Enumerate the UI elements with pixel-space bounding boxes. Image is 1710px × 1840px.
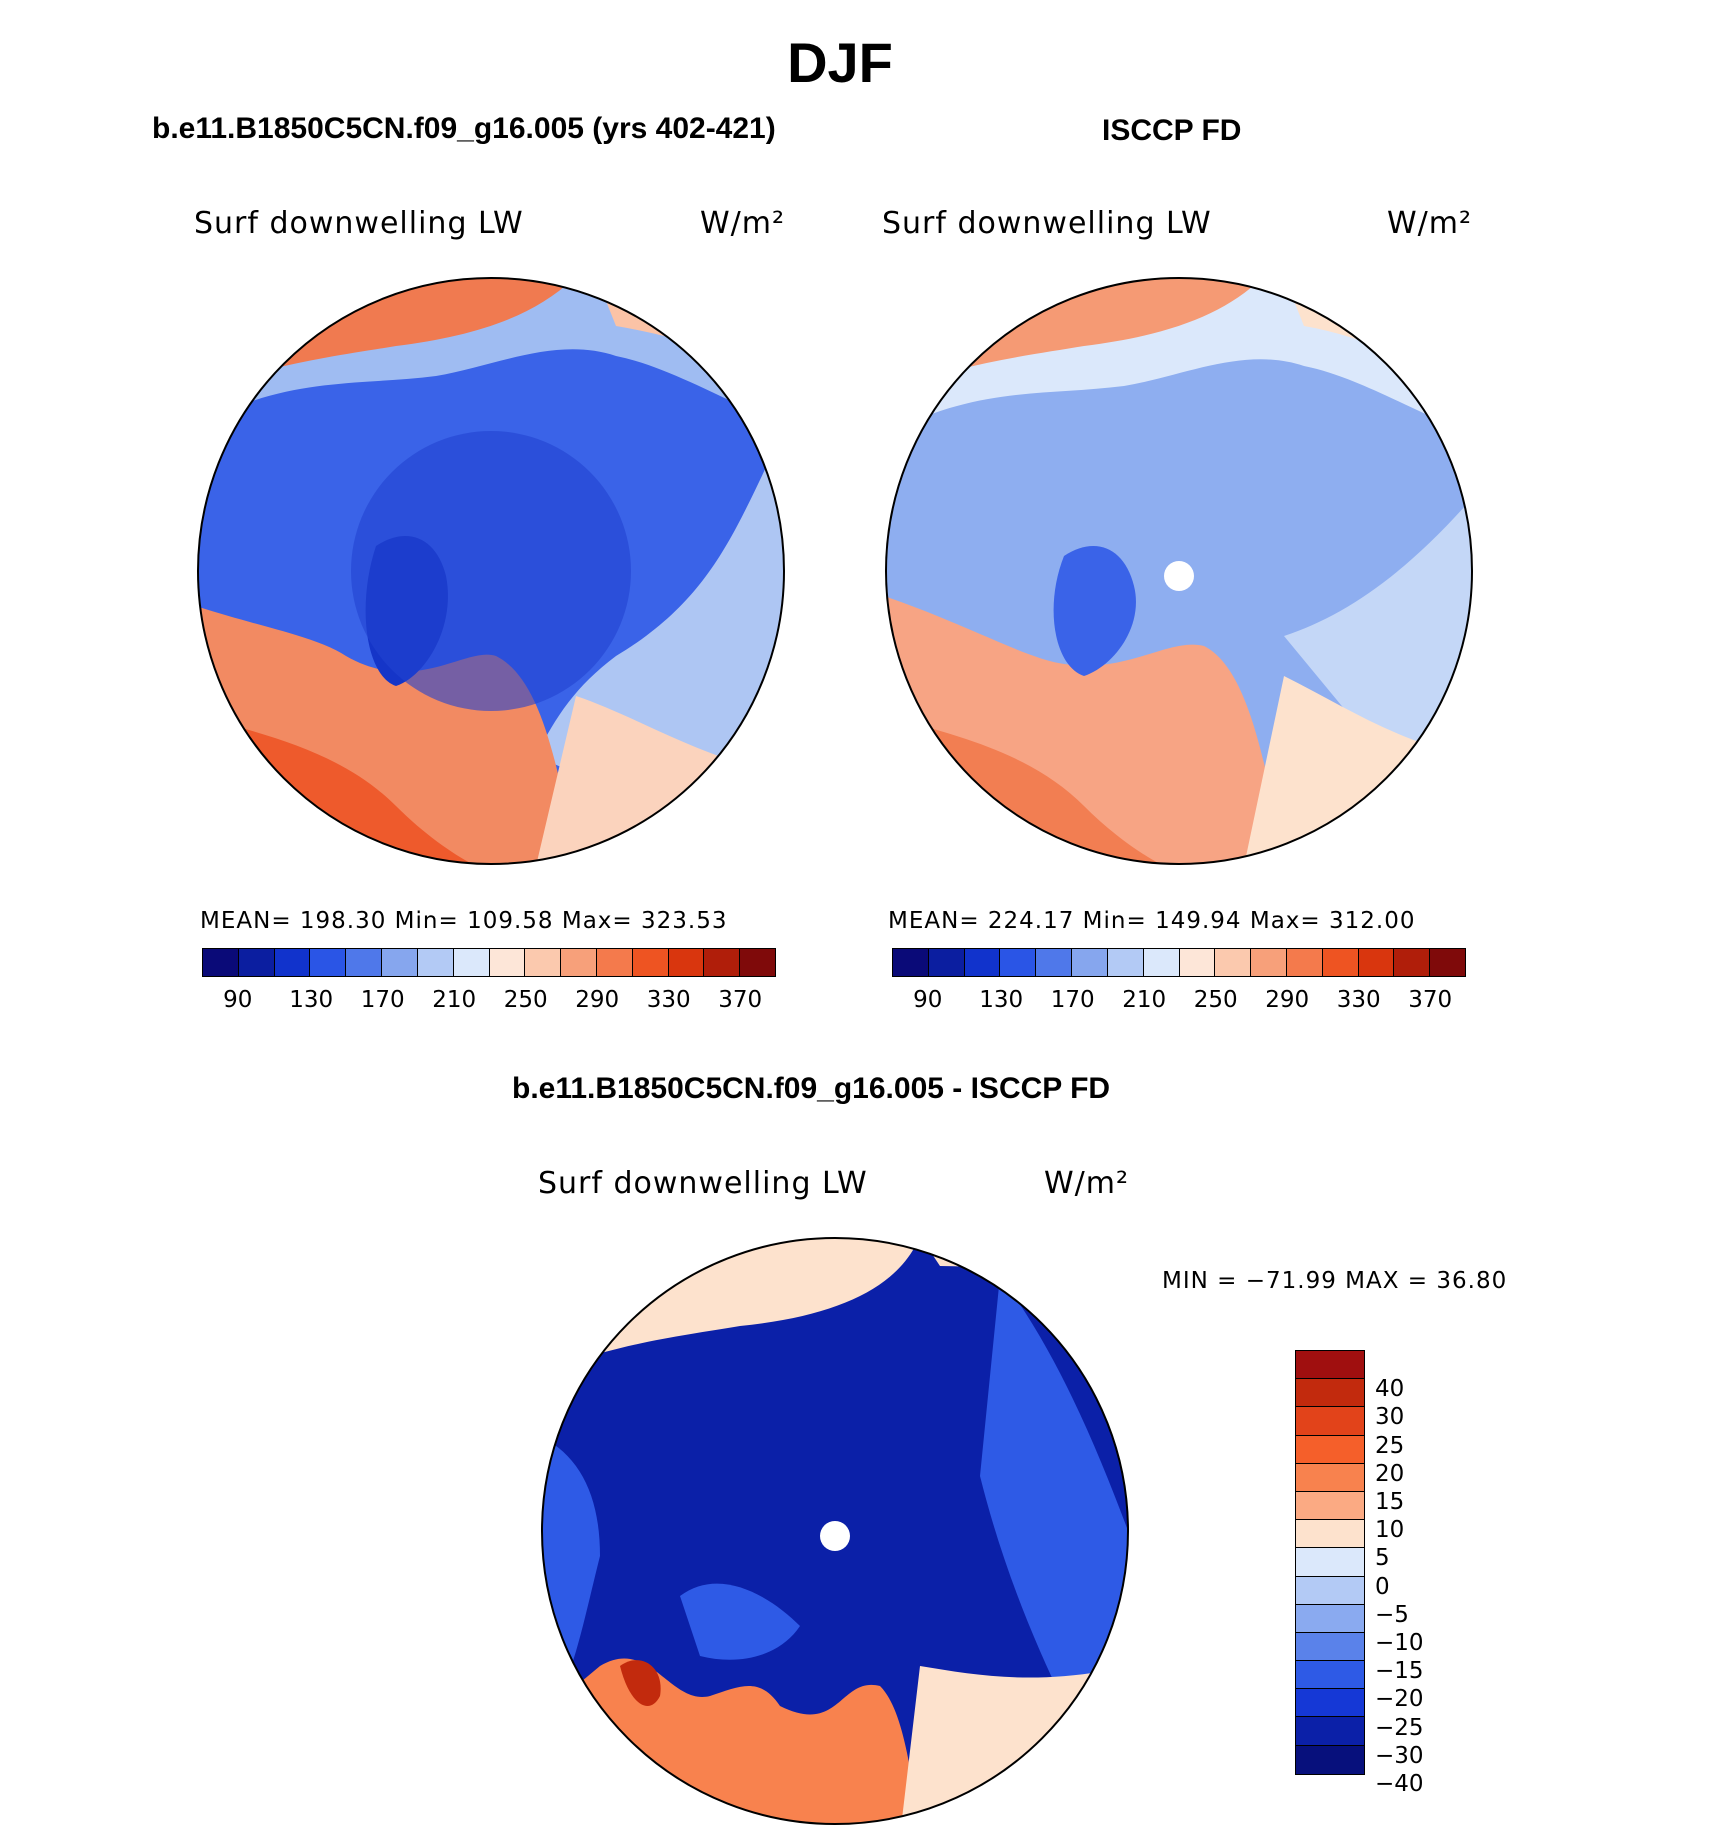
colorbar-tick-label: 250: [1193, 987, 1238, 1013]
colorbar-swatch: [1000, 949, 1037, 976]
colorbar-tick-label: 370: [718, 987, 763, 1013]
colorbar-swatch: [417, 949, 454, 976]
colorbar-tick-label: 170: [360, 987, 405, 1013]
left-stats: MEAN= 198.30 Min= 109.58 Max= 323.53: [200, 908, 728, 934]
colorbar-swatch: [1296, 1745, 1364, 1774]
colorbar-swatch: [1430, 949, 1465, 976]
colorbar-tick-label: 370: [1408, 987, 1453, 1013]
colorbar-tick-label: 90: [223, 987, 253, 1013]
colorbar-tick-label: −40: [1375, 1771, 1424, 1797]
colorbar-swatch: [740, 949, 775, 976]
left-panel-title: b.e11.B1850C5CN.f09_g16.005 (yrs 402-421…: [152, 112, 776, 145]
right-units-label: W/m²: [1387, 206, 1473, 241]
colorbar-tick-label: 130: [289, 987, 334, 1013]
colorbar-tick-label: 0: [1375, 1573, 1390, 1600]
colorbar-tick-label: −25: [1375, 1714, 1424, 1741]
colorbar-swatch: [1296, 1548, 1364, 1577]
colorbar-tick-label: −30: [1375, 1742, 1424, 1769]
colorbar-swatch: [1072, 949, 1108, 976]
right-panel-title: ISCCP FD: [1102, 114, 1242, 147]
colorbar-swatch: [1143, 949, 1180, 976]
colorbar-swatch: [1296, 1717, 1364, 1746]
colorbar-swatch: [1296, 1661, 1364, 1690]
colorbar-swatch: [1296, 1520, 1364, 1549]
colorbar-tick-label: 170: [1050, 987, 1095, 1013]
colorbar-tick-label: 250: [503, 987, 548, 1013]
colorbar-swatch: [525, 949, 562, 976]
colorbar-tick-label: −15: [1375, 1658, 1424, 1685]
colorbar-swatch: [1296, 1491, 1364, 1521]
colorbar-tick-label: 290: [575, 987, 620, 1013]
colorbar-swatch: [310, 949, 347, 976]
colorbar-swatch: [1296, 1689, 1364, 1718]
colorbar-swatch: [632, 949, 669, 976]
colorbar-tick-label: 20: [1375, 1460, 1405, 1487]
colorbar-swatch: [1296, 1435, 1364, 1464]
colorbar-swatch: [489, 949, 526, 976]
colorbar-swatch: [453, 949, 490, 976]
colorbar-swatch: [596, 949, 633, 976]
diff-polar-map: [541, 1237, 1129, 1825]
colorbar-swatch: [1296, 1351, 1364, 1380]
colorbar-swatch: [893, 949, 929, 976]
colorbar-swatch: [1296, 1604, 1364, 1633]
colorbar-tick-label: −20: [1375, 1686, 1424, 1713]
figure-title: DJF: [787, 31, 893, 94]
colorbar-tick-label: 10: [1375, 1517, 1405, 1544]
colorbar-swatch: [1036, 949, 1073, 976]
colorbar-tick-label: 130: [979, 987, 1024, 1013]
colorbar-tick-label: 40: [1375, 1376, 1405, 1403]
right-polar-map: [885, 277, 1473, 865]
colorbar-tick-label: 210: [1122, 987, 1167, 1013]
left-colorbar-labels: 90 130 170 210 250 290 330 370: [202, 987, 774, 1017]
colorbar-tick-label: −10: [1375, 1630, 1424, 1656]
colorbar-tick-label: 290: [1265, 987, 1310, 1013]
diff-stats: MIN = −71.99 MAX = 36.80: [1162, 1268, 1508, 1294]
colorbar-tick-label: 25: [1375, 1432, 1405, 1459]
left-polar-map: [197, 277, 785, 865]
colorbar-swatch: [238, 949, 275, 976]
colorbar-swatch: [1296, 1576, 1364, 1605]
colorbar-swatch: [1107, 949, 1144, 976]
colorbar-tick-label: 5: [1375, 1545, 1390, 1572]
colorbar-swatch: [561, 949, 597, 976]
colorbar-swatch: [1251, 949, 1287, 976]
colorbar-swatch: [704, 949, 741, 976]
diff-panel-title: b.e11.B1850C5CN.f09_g16.005 - ISCCP FD: [512, 1072, 1111, 1105]
colorbar-tick-label: 210: [432, 987, 477, 1013]
colorbar-swatch: [1296, 1632, 1364, 1662]
colorbar-tick-label: −5: [1375, 1601, 1409, 1628]
right-stats: MEAN= 224.17 Min= 149.94 Max= 312.00: [888, 908, 1416, 934]
colorbar-swatch: [1322, 949, 1359, 976]
colorbar-swatch: [668, 949, 705, 976]
colorbar-swatch: [274, 949, 311, 976]
colorbar-tick-label: 30: [1375, 1404, 1405, 1431]
colorbar-swatch: [1394, 949, 1431, 976]
diff-colorbar: [1295, 1350, 1365, 1775]
colorbar-swatch: [1286, 949, 1323, 976]
left-units-label: W/m²: [700, 206, 786, 241]
colorbar-swatch: [346, 949, 383, 976]
right-variable-label: Surf downwelling LW: [882, 206, 1212, 241]
colorbar-tick-label: 330: [1336, 987, 1381, 1013]
left-colorbar: [202, 948, 776, 977]
colorbar-swatch: [203, 949, 239, 976]
colorbar-tick-label: 15: [1375, 1489, 1405, 1515]
diff-variable-label: Surf downwelling LW: [538, 1166, 868, 1201]
colorbar-swatch: [1296, 1407, 1364, 1436]
diff-units-label: W/m²: [1044, 1166, 1130, 1201]
colorbar-swatch: [1215, 949, 1252, 976]
right-colorbar: [892, 948, 1466, 977]
colorbar-swatch: [1179, 949, 1216, 976]
right-colorbar-labels: 90 130 170 210 250 290 330 370: [892, 987, 1464, 1017]
colorbar-tick-label: 330: [646, 987, 691, 1013]
colorbar-swatch: [928, 949, 965, 976]
colorbar-swatch: [1296, 1379, 1364, 1408]
colorbar-swatch: [1358, 949, 1395, 976]
left-variable-label: Surf downwelling LW: [194, 206, 524, 241]
colorbar-swatch: [1296, 1463, 1364, 1492]
colorbar-tick-label: 90: [913, 987, 943, 1013]
colorbar-swatch: [382, 949, 418, 976]
colorbar-swatch: [964, 949, 1001, 976]
